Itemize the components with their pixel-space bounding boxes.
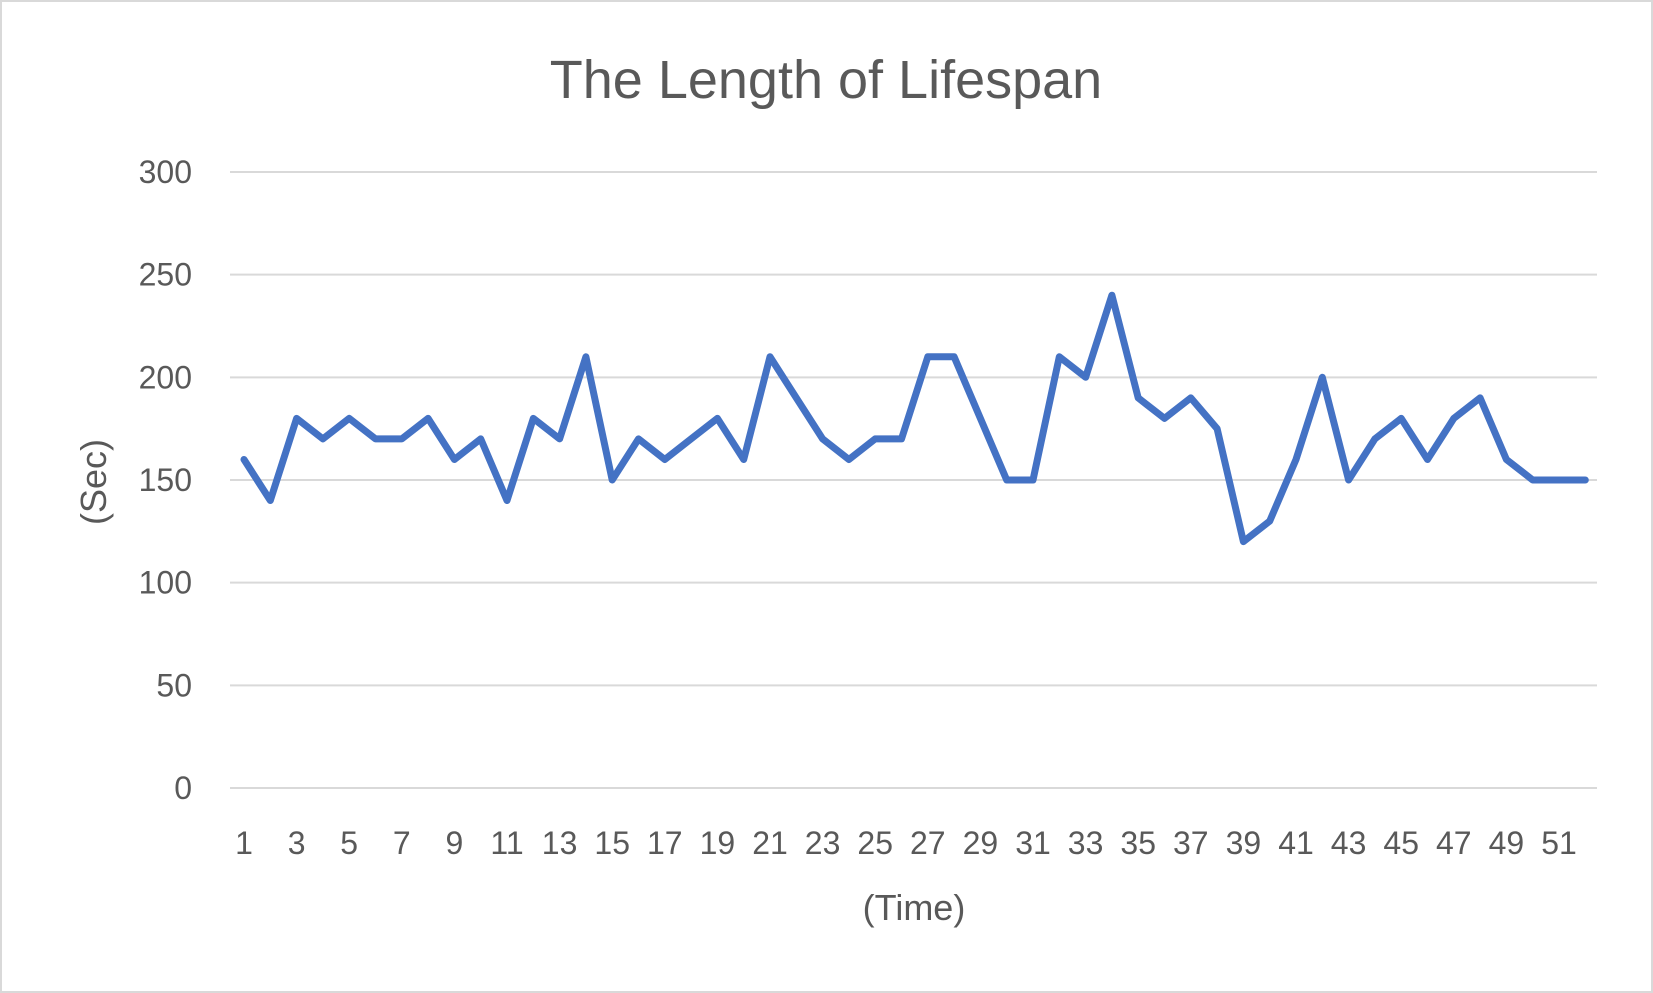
data-point bbox=[1529, 477, 1536, 483]
data-point bbox=[793, 394, 800, 401]
x-tick-label: 35 bbox=[1120, 825, 1156, 861]
x-tick-label: 27 bbox=[910, 825, 946, 861]
y-tick-label: 0 bbox=[174, 770, 192, 806]
data-point bbox=[951, 353, 958, 360]
y-tick-label: 200 bbox=[139, 359, 192, 395]
data-point bbox=[372, 435, 379, 442]
x-tick-label: 9 bbox=[446, 825, 464, 861]
data-point bbox=[1424, 456, 1431, 463]
data-point bbox=[767, 353, 773, 360]
x-tick-label: 7 bbox=[393, 825, 411, 861]
x-tick-label: 51 bbox=[1541, 825, 1577, 861]
data-point bbox=[1187, 394, 1194, 401]
data-point bbox=[1450, 415, 1457, 422]
x-tick-label: 29 bbox=[963, 825, 999, 861]
y-tick-label: 150 bbox=[139, 462, 192, 498]
x-axis-tick-labels: 1 3 5 7 9 11 13 15 17 19 21 23 25 27 29 31 33 35 37 39 41 43 4… bbox=[235, 825, 1577, 861]
data-point bbox=[1345, 477, 1352, 483]
x-tick-label: 21 bbox=[752, 825, 788, 861]
x-tick-label: 43 bbox=[1331, 825, 1367, 861]
data-point bbox=[1582, 477, 1589, 483]
data-point bbox=[977, 415, 984, 422]
data-point bbox=[1056, 353, 1063, 360]
data-point bbox=[293, 415, 300, 422]
gridlines bbox=[230, 171, 1597, 789]
x-axis-title: (Time) bbox=[863, 887, 966, 928]
data-point bbox=[1108, 292, 1115, 299]
data-point bbox=[1240, 538, 1247, 545]
x-tick-label: 37 bbox=[1173, 825, 1209, 861]
y-tick-label: 300 bbox=[139, 154, 192, 190]
data-point bbox=[1266, 518, 1273, 525]
data-point bbox=[1398, 415, 1405, 422]
x-tick-label: 19 bbox=[700, 825, 736, 861]
x-tick-label: 25 bbox=[857, 825, 893, 861]
y-tick-label: 250 bbox=[139, 257, 192, 293]
data-point bbox=[1003, 477, 1010, 483]
x-tick-label: 11 bbox=[490, 825, 523, 861]
data-point bbox=[635, 435, 642, 442]
data-point bbox=[1503, 456, 1510, 463]
x-tick-label: 15 bbox=[594, 825, 630, 861]
chart-title: The Length of Lifespan bbox=[550, 50, 1102, 110]
x-tick-label: 39 bbox=[1226, 825, 1262, 861]
data-point bbox=[267, 497, 274, 504]
data-point bbox=[1371, 435, 1378, 442]
data-point bbox=[451, 456, 458, 463]
data-point bbox=[609, 477, 616, 483]
x-tick-label: 45 bbox=[1383, 825, 1419, 861]
data-point bbox=[1319, 374, 1326, 381]
data-point bbox=[504, 497, 510, 504]
data-point bbox=[924, 353, 931, 360]
x-tick-label: 13 bbox=[542, 825, 578, 861]
data-point bbox=[1030, 477, 1036, 483]
data-point bbox=[319, 435, 326, 442]
data-point bbox=[688, 435, 695, 442]
data-point bbox=[425, 415, 432, 422]
y-tick-label: 100 bbox=[139, 565, 192, 601]
data-point bbox=[661, 456, 668, 463]
data-point bbox=[241, 456, 247, 463]
data-point bbox=[872, 435, 879, 442]
data-point bbox=[819, 435, 826, 442]
x-tick-label: 49 bbox=[1489, 825, 1525, 861]
data-point bbox=[1082, 374, 1089, 381]
x-tick-label: 31 bbox=[1015, 825, 1051, 861]
x-tick-label: 3 bbox=[288, 825, 306, 861]
data-point bbox=[845, 456, 852, 463]
data-point bbox=[1135, 394, 1142, 401]
data-point bbox=[1477, 394, 1484, 401]
x-tick-label: 1 bbox=[235, 825, 253, 861]
data-point bbox=[1161, 415, 1168, 422]
data-point bbox=[898, 435, 905, 442]
series-layer bbox=[240, 291, 1589, 546]
data-point bbox=[1556, 477, 1562, 483]
x-tick-label: 5 bbox=[340, 825, 358, 861]
data-point bbox=[1293, 456, 1299, 463]
data-point bbox=[740, 456, 747, 463]
x-tick-label: 47 bbox=[1436, 825, 1472, 861]
x-tick-label: 23 bbox=[805, 825, 841, 861]
y-tick-label: 50 bbox=[156, 667, 192, 703]
data-point bbox=[477, 435, 484, 442]
y-axis-title: (Sec) bbox=[73, 439, 114, 525]
data-point bbox=[582, 353, 589, 360]
y-axis-tick-labels: 0 50 100 150 200 250 300 bbox=[139, 154, 192, 806]
x-tick-label: 33 bbox=[1068, 825, 1104, 861]
series-line-1 bbox=[240, 291, 1589, 546]
x-tick-label: 17 bbox=[647, 825, 683, 861]
x-tick-label: 41 bbox=[1278, 825, 1314, 861]
data-point bbox=[556, 435, 563, 442]
data-point bbox=[1214, 425, 1221, 432]
data-point bbox=[714, 415, 721, 422]
data-point bbox=[346, 415, 353, 422]
data-point bbox=[398, 435, 405, 442]
data-point bbox=[530, 415, 537, 422]
